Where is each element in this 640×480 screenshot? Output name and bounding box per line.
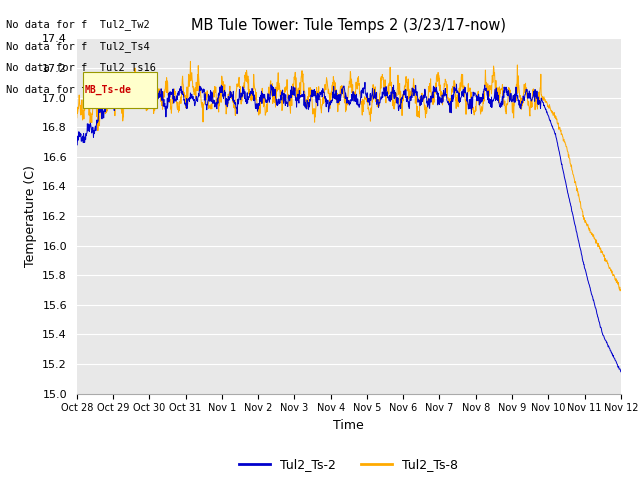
- Y-axis label: Temperature (C): Temperature (C): [24, 165, 36, 267]
- Title: MB Tule Tower: Tule Temps 2 (3/23/17-now): MB Tule Tower: Tule Temps 2 (3/23/17-now…: [191, 18, 506, 33]
- Text: No data for f  Tul2_Ts32: No data for f Tul2_Ts32: [6, 84, 156, 95]
- Text: No data for f  Tul2_Tw2: No data for f Tul2_Tw2: [6, 19, 150, 30]
- Legend: Tul2_Ts-2, Tul2_Ts-8: Tul2_Ts-2, Tul2_Ts-8: [234, 453, 463, 476]
- Text: No data for f  Tul2_Ts16: No data for f Tul2_Ts16: [6, 62, 156, 73]
- Text: MB_Ts-de: MB_Ts-de: [85, 85, 132, 96]
- X-axis label: Time: Time: [333, 419, 364, 432]
- Text: No data for f  Tul2_Ts4: No data for f Tul2_Ts4: [6, 41, 150, 52]
